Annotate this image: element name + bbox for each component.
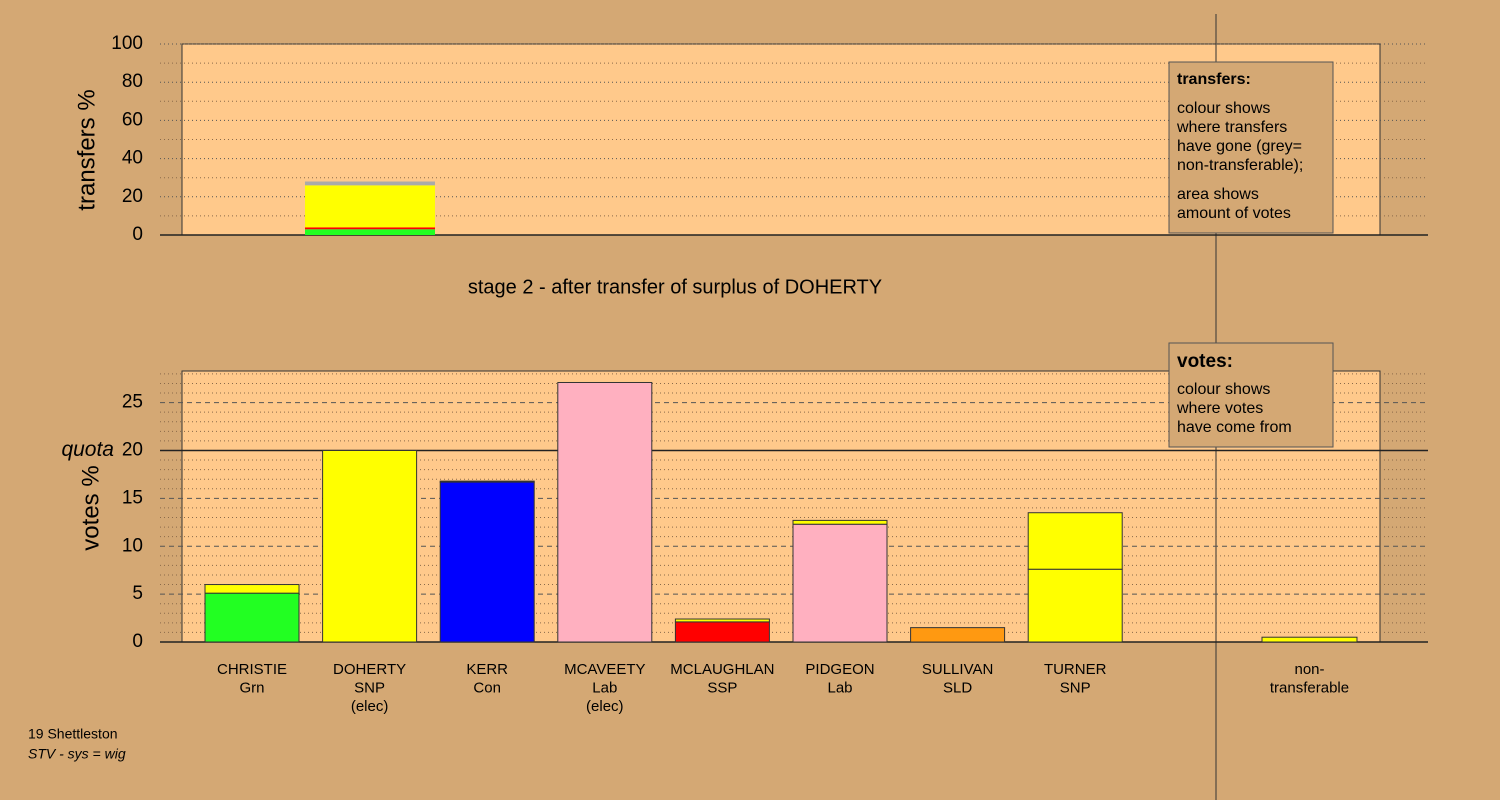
x-tick-label: SSP <box>707 679 737 696</box>
bar-segment <box>305 185 435 228</box>
bar-segment <box>557 381 653 643</box>
legend-title: votes: <box>1177 351 1233 372</box>
footer: STV - sys = wig <box>28 746 126 762</box>
x-tick-label: Lab <box>592 679 617 696</box>
y-tick-label: 100 <box>111 33 143 54</box>
bar-segment <box>910 627 1006 643</box>
y-tick-label: 40 <box>122 148 143 169</box>
x-tick-label: SULLIVAN <box>922 661 993 678</box>
legend-text: colour shows <box>1177 381 1270 398</box>
y-tick-label: 5 <box>132 583 143 604</box>
x-tick-label: SNP <box>1060 679 1091 696</box>
x-tick-label: (elec) <box>586 698 624 715</box>
bar-segment <box>674 621 770 643</box>
x-tick-label: transferable <box>1270 679 1349 696</box>
x-tick-label: KERR <box>466 661 508 678</box>
x-tick-label: DOHERTY <box>333 661 406 678</box>
bar-segment <box>792 519 888 525</box>
legend-box <box>1168 61 1334 234</box>
x-tick-label: MCAVEETY <box>564 661 645 678</box>
y-tick-label: 0 <box>132 224 143 245</box>
x-tick-label: Grn <box>239 679 264 696</box>
x-tick-label: Con <box>473 679 501 696</box>
y-tick-label: 60 <box>122 109 143 130</box>
bar-segment <box>305 181 435 186</box>
legend-text: colour shows <box>1177 100 1270 117</box>
legend-text: have come from <box>1177 419 1292 436</box>
legend-title: transfers: <box>1177 71 1251 88</box>
legend-text: where transfers <box>1176 119 1287 136</box>
bar-segment <box>1027 512 1123 570</box>
y-axis-label: transfers % <box>73 89 100 210</box>
x-tick-label: non- <box>1294 661 1324 678</box>
x-tick-label: SLD <box>943 679 972 696</box>
x-tick-label: MCLAUGHLAN <box>670 661 774 678</box>
y-tick-label: 25 <box>122 392 143 413</box>
y-axis-label: votes % <box>77 465 104 550</box>
y-tick-label: 0 <box>132 631 143 652</box>
quota-label: quota <box>61 438 114 461</box>
bar-segment <box>792 523 888 643</box>
y-tick-label: 15 <box>122 487 143 508</box>
bar-segment <box>439 480 535 483</box>
bar-segment <box>305 227 435 230</box>
legend-text: amount of votes <box>1177 205 1291 222</box>
footer: 19 Shettleston <box>28 726 118 742</box>
bar-segment <box>1027 568 1123 643</box>
bar-segment <box>305 229 435 235</box>
legend-text: non-transferable); <box>1177 157 1303 174</box>
legend-text: where votes <box>1176 400 1263 417</box>
stage-title: stage 2 - after transfer of surplus of D… <box>468 276 882 298</box>
x-tick-label: PIDGEON <box>805 661 874 678</box>
x-tick-label: Lab <box>827 679 852 696</box>
bar-segment <box>204 584 300 594</box>
x-tick-label: TURNER <box>1044 661 1107 678</box>
y-tick-label: 10 <box>122 535 143 556</box>
legend-text: area shows <box>1177 186 1259 203</box>
y-tick-label: 20 <box>122 186 143 207</box>
legend-text: have gone (grey= <box>1177 138 1302 155</box>
bar-segment <box>439 481 535 643</box>
bar-segment <box>1261 636 1358 643</box>
x-tick-label: SNP <box>354 679 385 696</box>
bar-segment <box>674 618 770 623</box>
x-tick-label: CHRISTIE <box>217 661 287 678</box>
legend-box <box>1168 342 1334 448</box>
y-tick-label: 80 <box>122 71 143 92</box>
y-tick-label: 20 <box>122 439 143 460</box>
bar-segment <box>204 592 300 643</box>
x-tick-label: (elec) <box>351 698 389 715</box>
bar-segment <box>322 449 418 643</box>
